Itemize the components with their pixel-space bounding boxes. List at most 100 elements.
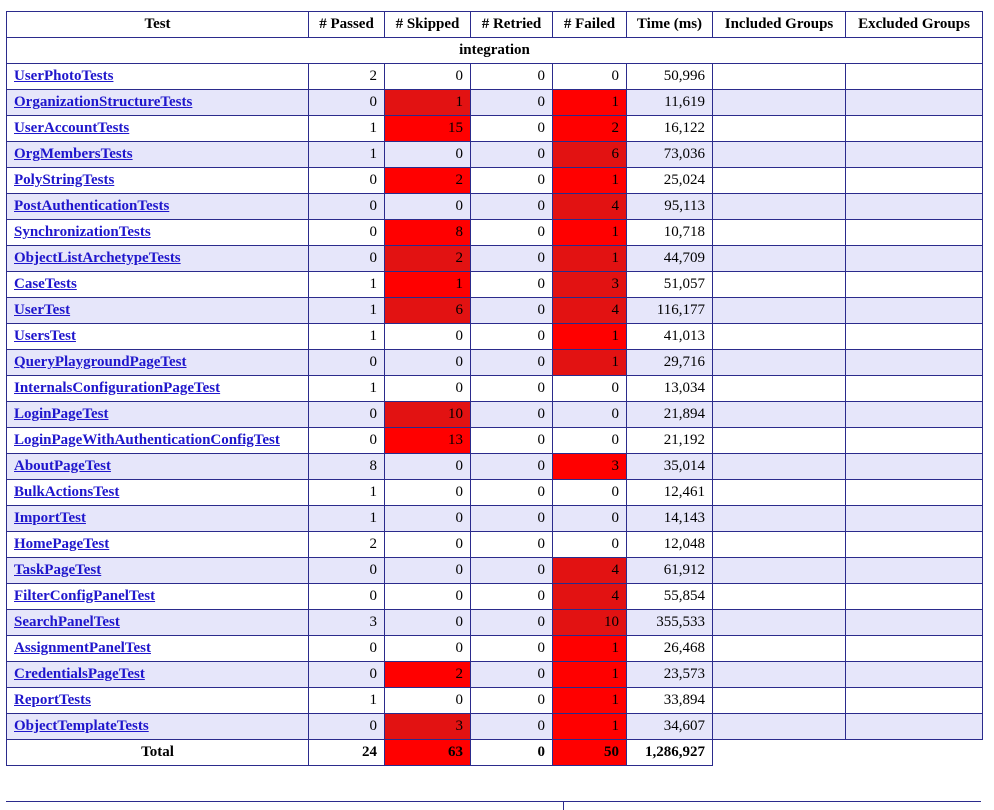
included-groups-cell	[712, 453, 846, 480]
excluded-groups-cell	[845, 349, 983, 376]
test-name-link[interactable]: OrganizationStructureTests	[14, 94, 193, 110]
passed-cell: 0	[308, 661, 385, 688]
test-name-link[interactable]: PolyStringTests	[14, 172, 115, 188]
retried-cell: 0	[470, 401, 553, 428]
skipped-cell: 2	[384, 661, 471, 688]
time-cell: 35,014	[626, 453, 713, 480]
skipped-cell: 3	[384, 713, 471, 740]
excluded-groups-cell	[845, 63, 983, 90]
table-row: PostAuthenticationTests 0 0 0 4 95,113	[6, 193, 983, 220]
test-name-link[interactable]: OrgMembersTests	[14, 146, 133, 162]
test-name-link[interactable]: UsersTest	[14, 328, 76, 344]
header-skipped: # Skipped	[384, 11, 471, 38]
header-passed: # Passed	[308, 11, 385, 38]
retried-cell: 0	[470, 115, 553, 142]
test-name-cell: HomePageTest	[6, 531, 309, 558]
test-name-link[interactable]: PostAuthenticationTests	[14, 198, 170, 214]
failed-cell: 2	[552, 115, 627, 142]
test-name-link[interactable]: LoginPageWithAuthenticationConfigTest	[14, 432, 280, 448]
test-name-link[interactable]: AssignmentPanelTest	[14, 640, 151, 656]
test-name-cell: CaseTests	[6, 271, 309, 298]
failed-cell: 0	[552, 63, 627, 90]
test-name-cell: AssignmentPanelTest	[6, 635, 309, 662]
passed-cell: 0	[308, 427, 385, 454]
skipped-cell: 13	[384, 427, 471, 454]
skipped-cell: 10	[384, 401, 471, 428]
excluded-groups-cell	[845, 167, 983, 194]
test-name-link[interactable]: FilterConfigPanelTest	[14, 588, 156, 604]
header-retried: # Retried	[470, 11, 553, 38]
failed-cell: 1	[552, 713, 627, 740]
included-groups-cell	[712, 323, 846, 350]
included-groups-cell	[712, 427, 846, 454]
test-name-link[interactable]: CredentialsPageTest	[14, 666, 145, 682]
test-name-link[interactable]: AboutPageTest	[14, 458, 111, 474]
failed-cell: 1	[552, 635, 627, 662]
test-name-link[interactable]: SynchronizationTests	[14, 224, 151, 240]
retried-cell: 0	[470, 479, 553, 506]
skipped-cell: 0	[384, 609, 471, 636]
test-name-link[interactable]: TaskPageTest	[14, 562, 102, 578]
test-name-link[interactable]: UserPhotoTests	[14, 68, 114, 84]
header-row: Test # Passed # Skipped # Retried # Fail…	[6, 11, 983, 38]
test-name-link[interactable]: BulkActionsTest	[14, 484, 120, 500]
table-row: QueryPlaygroundPageTest 0 0 0 1 29,716	[6, 349, 983, 376]
test-name-link[interactable]: CaseTests	[14, 276, 77, 292]
test-name-link[interactable]: LoginPageTest	[14, 406, 109, 422]
included-groups-cell	[712, 193, 846, 220]
header-failed: # Failed	[552, 11, 627, 38]
test-name-link[interactable]: HomePageTest	[14, 536, 110, 552]
retried-cell: 0	[470, 557, 553, 584]
test-name-link[interactable]: SearchPanelTest	[14, 614, 120, 630]
test-name-cell: CredentialsPageTest	[6, 661, 309, 688]
test-name-link[interactable]: ObjectTemplateTests	[14, 718, 149, 734]
excluded-groups-cell	[845, 323, 983, 350]
test-name-cell: TaskPageTest	[6, 557, 309, 584]
test-name-cell: UserTest	[6, 297, 309, 324]
test-name-cell: OrgMembersTests	[6, 141, 309, 168]
test-name-cell: LoginPageWithAuthenticationConfigTest	[6, 427, 309, 454]
table-row: UserTest 1 6 0 4 116,177	[6, 297, 983, 324]
excluded-groups-cell	[845, 505, 983, 532]
total-time: 1,286,927	[626, 739, 713, 766]
included-groups-cell	[712, 271, 846, 298]
retried-cell: 0	[470, 349, 553, 376]
failed-cell: 4	[552, 193, 627, 220]
test-name-link[interactable]: ImportTest	[14, 510, 86, 526]
table-row: InternalsConfigurationPageTest 1 0 0 0 13,034	[6, 375, 983, 402]
failed-cell: 6	[552, 141, 627, 168]
excluded-groups-cell	[845, 713, 983, 740]
test-name-link[interactable]: InternalsConfigurationPageTest	[14, 380, 221, 396]
test-name-link[interactable]: UserAccountTests	[14, 120, 130, 136]
excluded-groups-cell	[845, 531, 983, 558]
test-name-cell: UserPhotoTests	[6, 63, 309, 90]
failed-cell: 0	[552, 479, 627, 506]
test-name-link[interactable]: QueryPlaygroundPageTest	[14, 354, 187, 370]
failed-cell: 0	[552, 375, 627, 402]
table-row: CaseTests 1 1 0 3 51,057	[6, 271, 983, 298]
included-groups-cell	[712, 479, 846, 506]
total-passed: 24	[308, 739, 385, 766]
retried-cell: 0	[470, 687, 553, 714]
failed-cell: 0	[552, 401, 627, 428]
group-label: integration	[6, 37, 983, 64]
failed-cell: 0	[552, 427, 627, 454]
table-row: TaskPageTest 0 0 0 4 61,912	[6, 557, 983, 584]
time-cell: 11,619	[626, 89, 713, 116]
test-name-cell: UsersTest	[6, 323, 309, 350]
header-excluded-groups: Excluded Groups	[845, 11, 983, 38]
retried-cell: 0	[470, 193, 553, 220]
test-name-link[interactable]: UserTest	[14, 302, 71, 318]
passed-cell: 0	[308, 635, 385, 662]
table-row: LoginPageTest 0 10 0 0 21,894	[6, 401, 983, 428]
test-name-link[interactable]: ReportTests	[14, 692, 91, 708]
retried-cell: 0	[470, 505, 553, 532]
failed-cell: 0	[552, 531, 627, 558]
passed-cell: 1	[308, 505, 385, 532]
failed-cell: 1	[552, 245, 627, 272]
failed-cell: 1	[552, 89, 627, 116]
test-name-link[interactable]: ObjectListArchetypeTests	[14, 250, 181, 266]
skipped-cell: 0	[384, 323, 471, 350]
time-cell: 12,048	[626, 531, 713, 558]
failed-cell: 4	[552, 557, 627, 584]
